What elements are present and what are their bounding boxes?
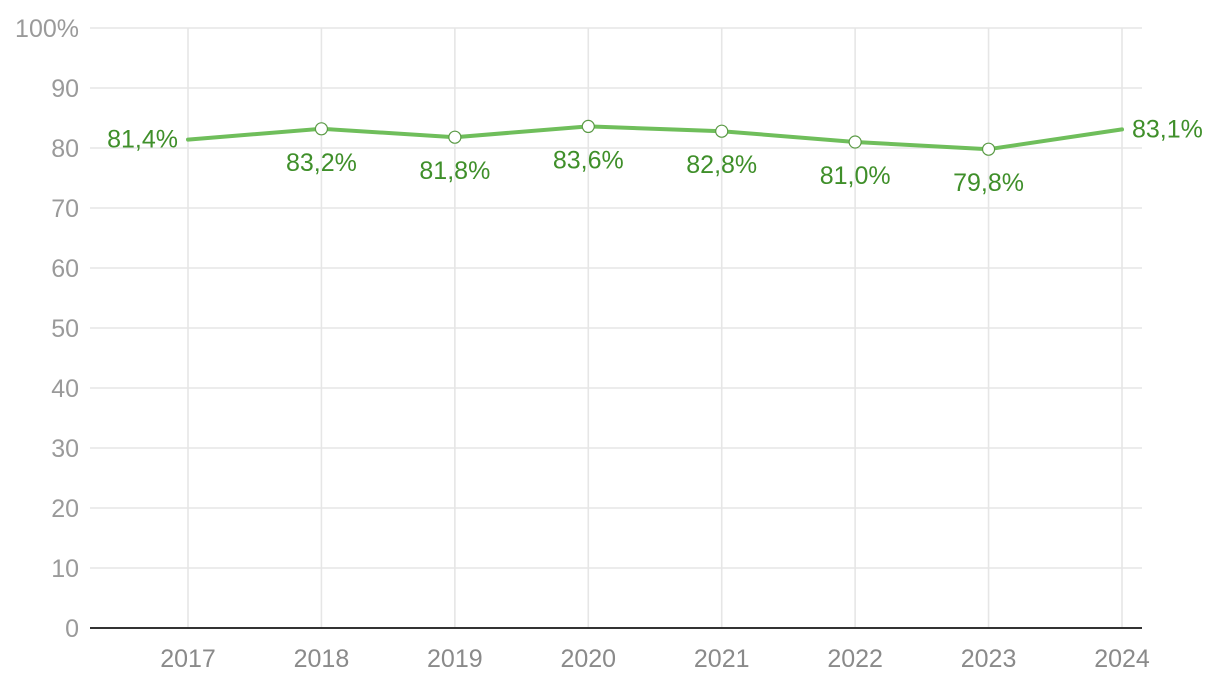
data-point	[448, 130, 462, 144]
y-tick-label: 40	[51, 375, 79, 403]
x-tick-label: 2020	[560, 645, 616, 673]
data-label: 82,8%	[686, 151, 757, 179]
y-tick-label: 70	[51, 195, 79, 223]
x-tick-label: 2022	[827, 645, 883, 673]
x-tick-label: 2019	[427, 645, 483, 673]
y-tick-label: 20	[51, 495, 79, 523]
series-line	[186, 124, 1124, 152]
data-point	[581, 119, 595, 134]
y-tick-label: 50	[51, 315, 79, 343]
data-point	[848, 135, 862, 149]
x-tick-label: 2024	[1094, 645, 1150, 673]
y-tick-label: 10	[51, 555, 79, 583]
data-label: 83,2%	[286, 149, 357, 177]
x-tick-label: 2023	[961, 645, 1017, 673]
data-label: 83,6%	[553, 146, 624, 174]
y-tick-label: 30	[51, 435, 79, 463]
data-label: 81,4%	[107, 126, 178, 154]
data-label: 81,0%	[820, 162, 891, 190]
x-tick-label: 2021	[694, 645, 750, 673]
axes: 0 10 20 30 40 50 60 70 80 90 100% 2017 2018 2019 2020 2…	[15, 15, 1150, 673]
data-point	[715, 124, 729, 138]
y-tick-label: 90	[51, 75, 79, 103]
series-layer	[186, 119, 1124, 156]
x-tick-label: 2018	[294, 645, 350, 673]
y-tick-label: 100%	[15, 15, 79, 43]
data-label: 83,1%	[1132, 115, 1203, 143]
data-point	[981, 142, 996, 156]
y-tick-label: 60	[51, 255, 79, 283]
y-tick-label: 80	[51, 135, 79, 163]
data-label: 81,8%	[419, 157, 490, 185]
data-point	[314, 122, 329, 136]
data-label: 79,8%	[953, 169, 1024, 197]
x-tick-label: 2017	[160, 645, 216, 673]
gridlines	[90, 27, 1142, 628]
data-labels: 81,4% 83,2% 81,8% 83,6% 82,8% 81,0% 79,8% 83,1%	[107, 115, 1203, 197]
y-tick-label: 0	[65, 615, 79, 643]
